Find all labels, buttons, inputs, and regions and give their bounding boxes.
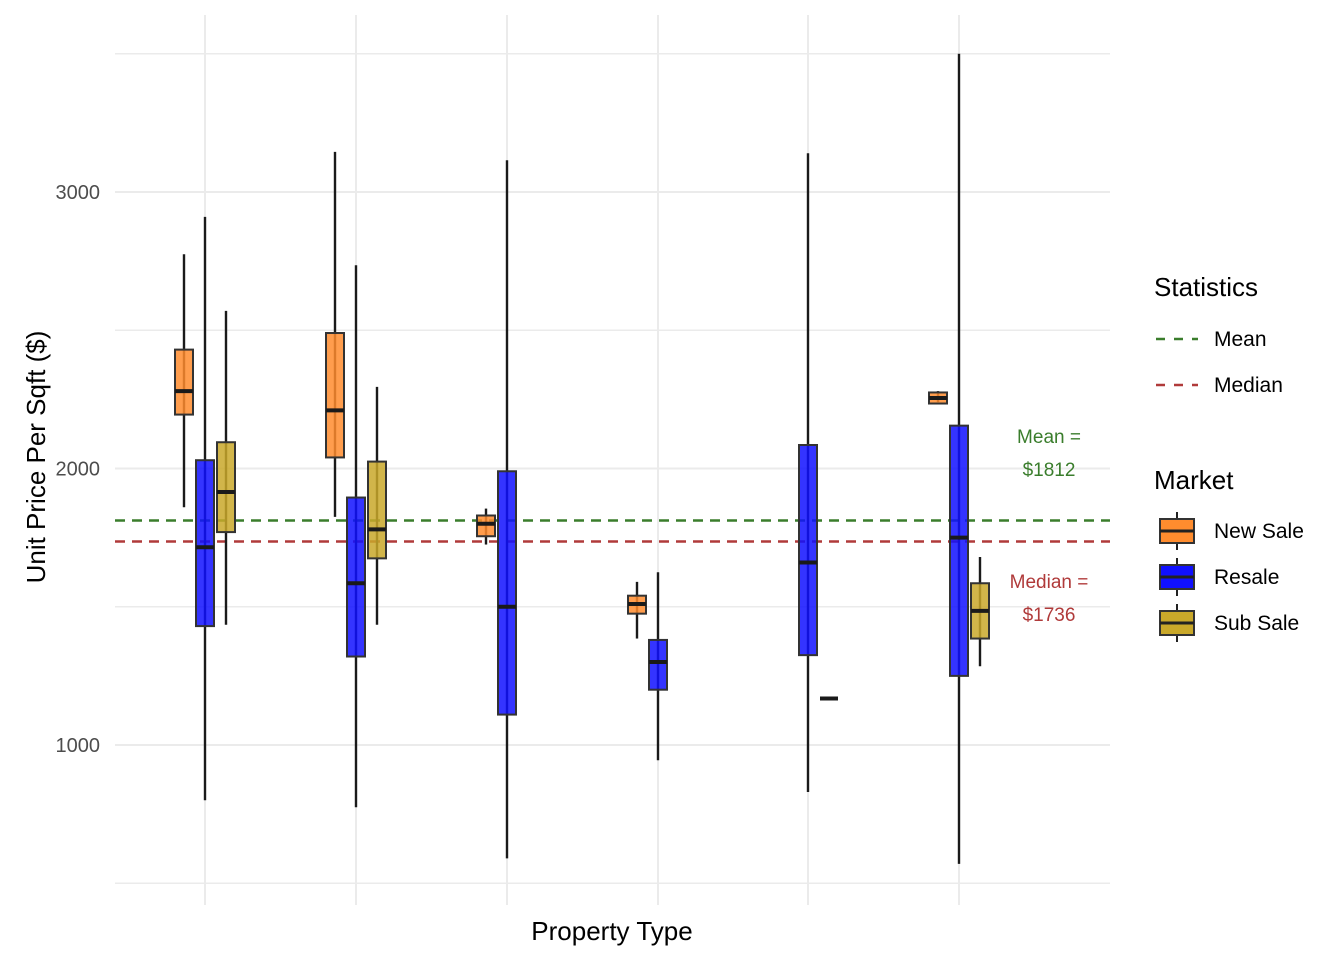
box-body xyxy=(346,496,366,658)
y-tick-label: 3000 xyxy=(56,182,101,204)
box-body xyxy=(798,443,818,657)
box-new-sale-group-1 xyxy=(174,254,194,508)
mean-annotation-line1: Mean = xyxy=(1017,427,1081,448)
box-body xyxy=(476,514,496,538)
box-new-sale-group-6 xyxy=(928,391,948,405)
box-body xyxy=(949,424,969,677)
box-resale-group-2 xyxy=(346,265,366,808)
legend-statistics: Statistics Mean Median xyxy=(1154,272,1283,397)
legend-resale-key xyxy=(1159,558,1195,596)
legend-market: Market New Sale Resale Sub Sale xyxy=(1154,465,1304,642)
box-body xyxy=(367,460,387,560)
y-axis-title: Unit Price Per Sqft ($) xyxy=(21,331,51,584)
box-sub-sale-group-6 xyxy=(970,556,990,667)
box-body xyxy=(216,441,236,534)
box-body xyxy=(648,638,668,691)
legend-median-label: Median xyxy=(1214,374,1283,397)
statistic-lines xyxy=(115,519,1110,543)
box-resale-group-1 xyxy=(195,216,215,801)
box-resale-group-3 xyxy=(497,160,517,859)
box-sub-sale-group-1 xyxy=(216,310,236,625)
legend-sub-sale-key xyxy=(1159,604,1195,642)
median-annotation-line1: Median = xyxy=(1010,572,1089,593)
y-tick-label: 1000 xyxy=(56,735,101,757)
box-series xyxy=(174,53,990,864)
box-new-sale-group-3 xyxy=(476,508,496,545)
box-body xyxy=(497,470,517,716)
box-resale-group-6 xyxy=(949,53,969,864)
box-body xyxy=(325,332,345,459)
y-axis-ticks: 1000 2000 3000 xyxy=(56,182,101,757)
legend-statistics-title: Statistics xyxy=(1154,272,1258,302)
box-new-sale-group-2 xyxy=(325,151,345,517)
box-new-sale-group-4 xyxy=(627,581,647,639)
box-body xyxy=(195,459,215,628)
box-sub-sale-group-2 xyxy=(367,386,387,625)
legend-resale-label: Resale xyxy=(1214,566,1279,589)
legend-mean-label: Mean xyxy=(1214,328,1267,351)
y-tick-label: 2000 xyxy=(56,459,101,481)
box-body xyxy=(174,348,194,416)
box-resale-group-5 xyxy=(798,153,818,793)
median-annotation-line2: $1736 xyxy=(1023,605,1076,626)
mean-annotation-line2: $1812 xyxy=(1023,460,1076,481)
x-axis-title: Property Type xyxy=(531,916,692,946)
legend-market-title: Market xyxy=(1154,465,1234,495)
box-resale-group-4 xyxy=(648,572,668,761)
legend-new-sale-label: New Sale xyxy=(1214,520,1304,543)
legend-new-sale-key xyxy=(1159,512,1195,550)
legend-sub-sale-label: Sub Sale xyxy=(1214,612,1299,635)
